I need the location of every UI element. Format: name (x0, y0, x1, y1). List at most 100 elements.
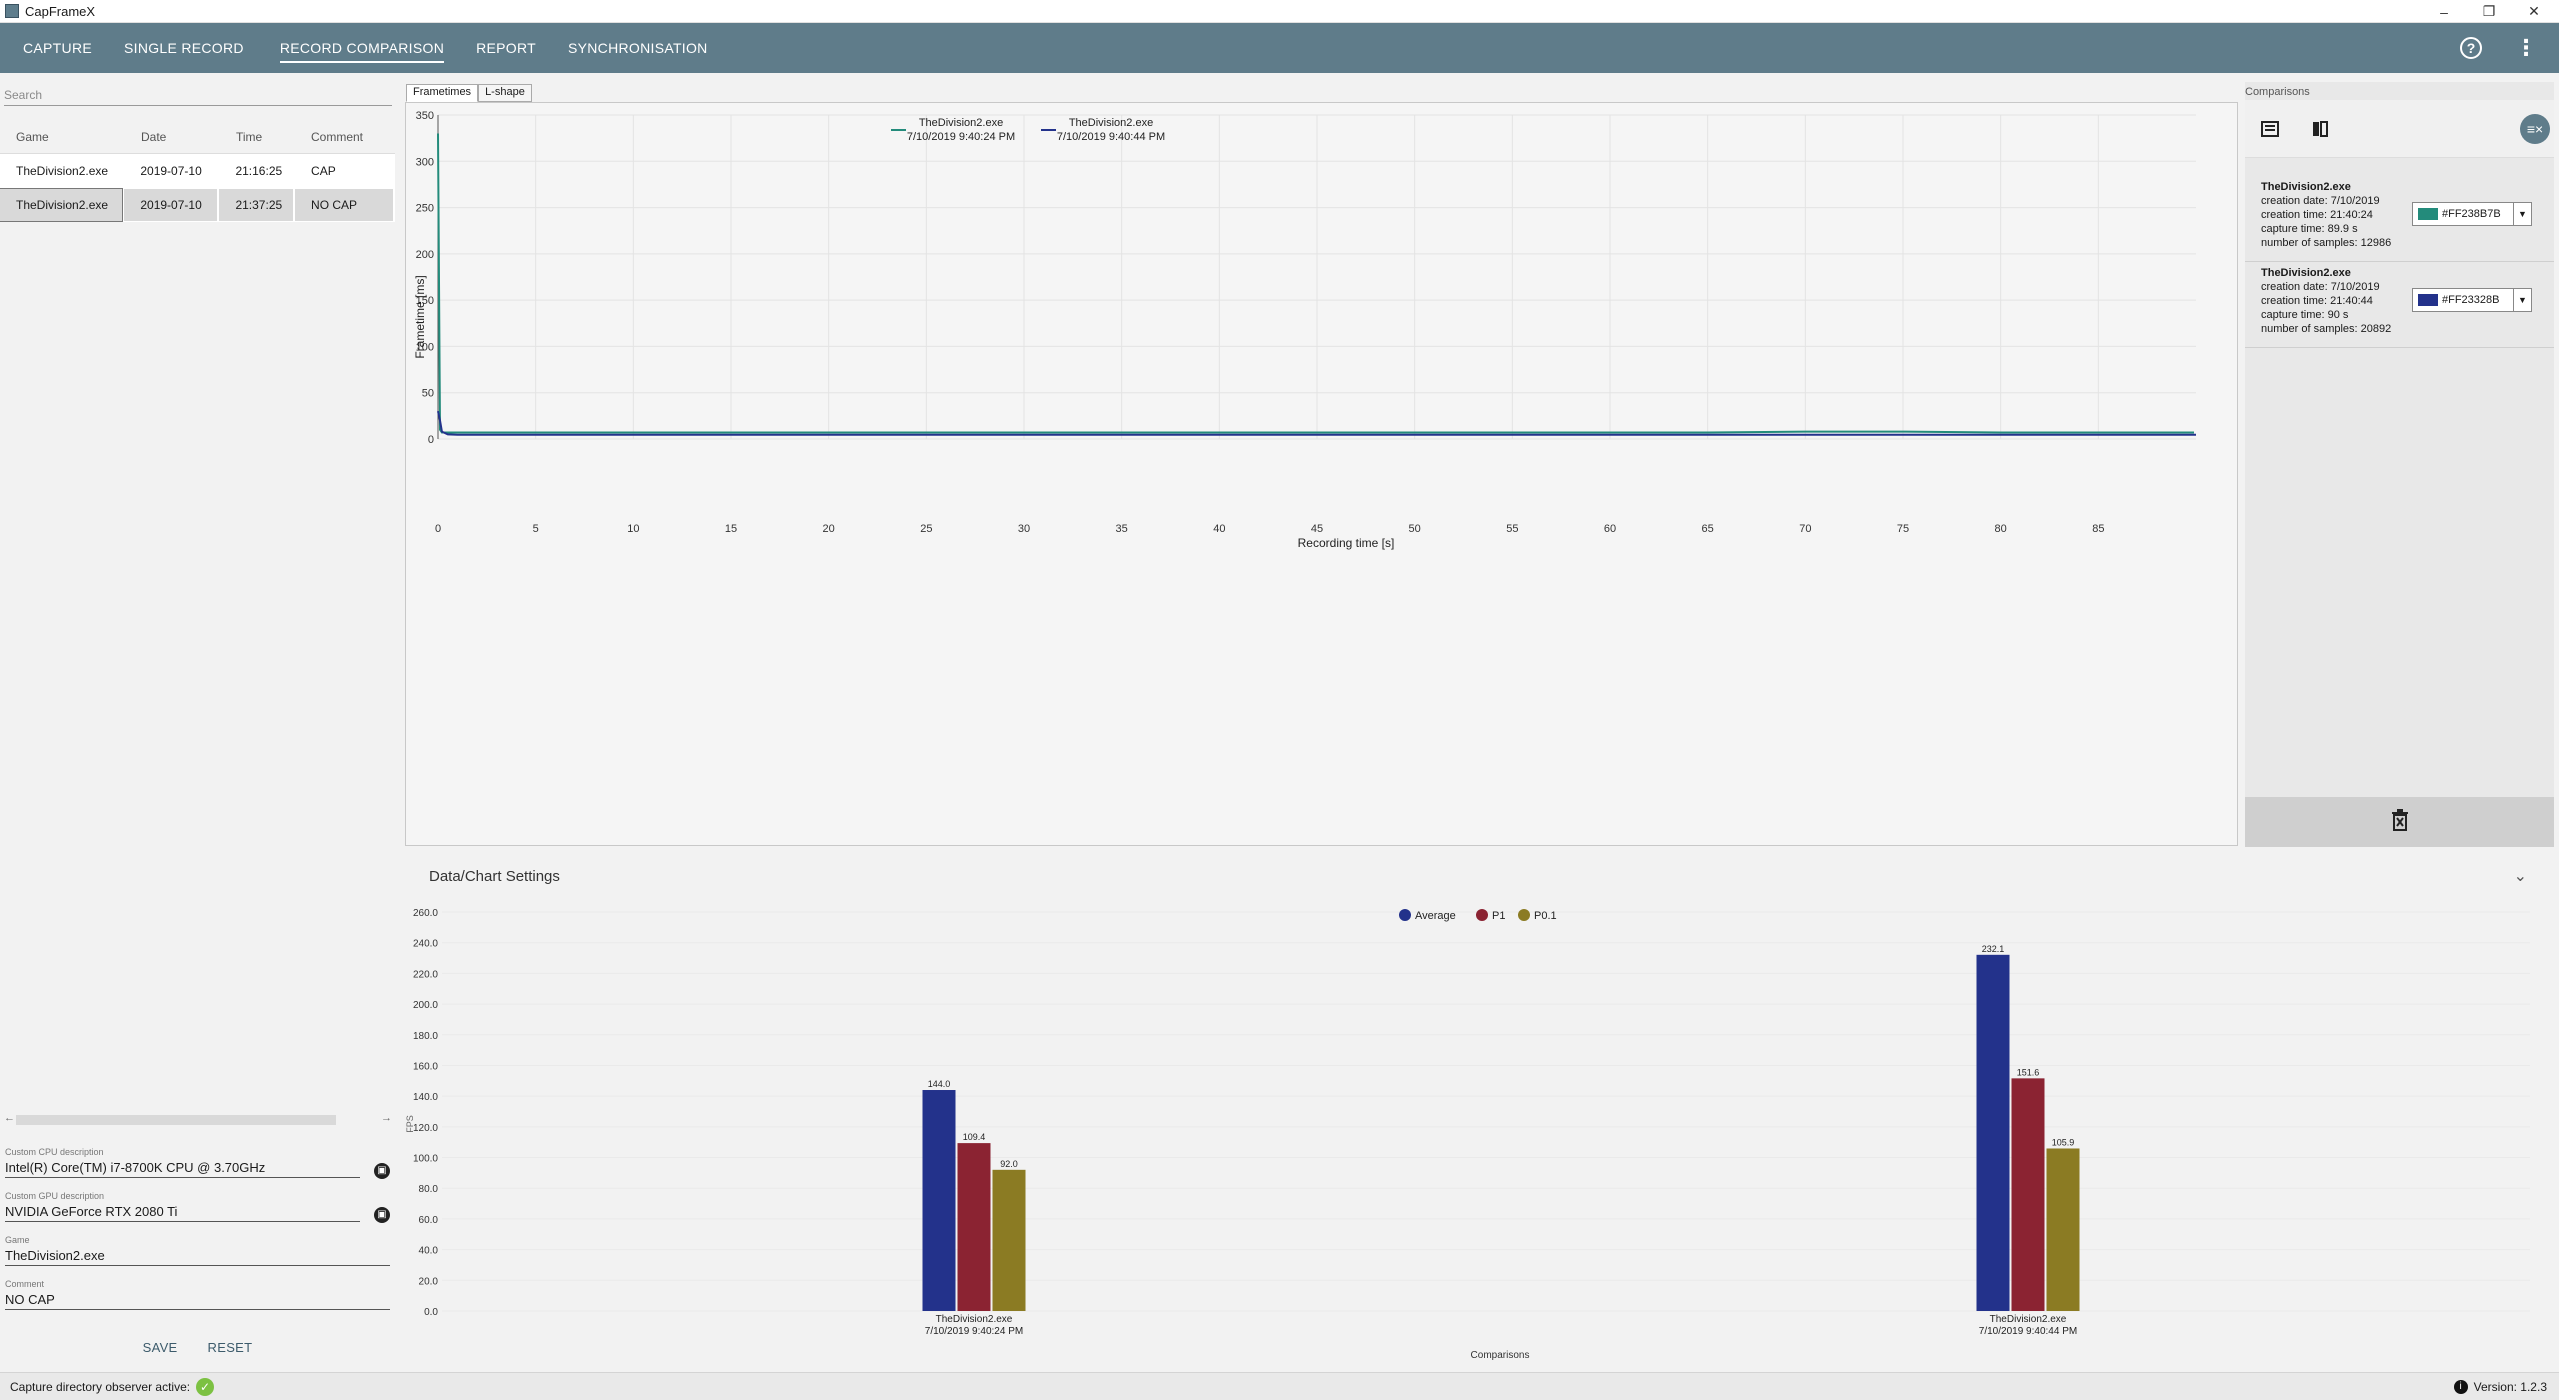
bar-value-label: 144.0 (928, 1079, 951, 1089)
x-axis-label: Comparisons (1471, 1350, 1530, 1361)
legend-label: TheDivision2.exe (919, 117, 1003, 129)
tab-capture[interactable]: CAPTURE (23, 40, 92, 56)
category-label-date: 7/10/2019 9:40:44 PM (1979, 1326, 2077, 1337)
list-view-icon[interactable] (2259, 118, 2281, 140)
save-button[interactable]: SAVE (142, 1340, 178, 1355)
x-tick-label: 50 (1409, 523, 1421, 535)
main-navigation: CAPTURE SINGLE RECORD RECORD COMPARISON … (0, 23, 2559, 73)
cpu-description-field: Custom CPU description Intel(R) Core(TM)… (5, 1147, 390, 1179)
x-tick-label: 65 (1702, 523, 1714, 535)
legend-label-date: 7/10/2019 9:40:44 PM (1057, 131, 1165, 143)
comparison-item: TheDivision2.exe creation date: 7/10/201… (2245, 176, 2554, 262)
x-tick-label: 10 (627, 523, 639, 535)
y-tick-label: 60.0 (419, 1215, 439, 1226)
category-label: TheDivision2.exe (1990, 1314, 2067, 1325)
y-tick-label: 300 (416, 156, 434, 168)
color-swatch (2418, 294, 2438, 306)
x-tick-label: 75 (1897, 523, 1909, 535)
clear-comparisons-button[interactable]: ≡× (2520, 114, 2550, 144)
bar-value-label: 151.6 (2017, 1067, 2040, 1077)
y-tick-label: 50 (422, 388, 434, 400)
color-picker[interactable]: #FF23328B ▼ (2412, 288, 2532, 312)
x-tick-label: 85 (2092, 523, 2104, 535)
tab-report[interactable]: REPORT (476, 40, 536, 56)
gpu-description-field: Custom GPU description NVIDIA GeForce RT… (5, 1191, 390, 1223)
category-label-date: 7/10/2019 9:40:24 PM (925, 1326, 1023, 1337)
tab-l-shape[interactable]: L-shape (478, 84, 532, 102)
help-icon[interactable]: ? (2456, 23, 2486, 73)
comparison-creation-date: creation date: 7/10/2019 (2261, 195, 2380, 207)
bar-value-label: 232.1 (1982, 944, 2005, 954)
comparison-game: TheDivision2.exe (2261, 267, 2351, 279)
table-row-selected[interactable]: TheDivision2.exe 2019-07-10 21:37:25 NO … (0, 188, 395, 222)
scroll-left-icon[interactable]: ← (4, 1112, 15, 1124)
minimize-button[interactable]: – (2440, 3, 2448, 20)
game-input[interactable]: TheDivision2.exe (5, 1245, 390, 1266)
column-header-comment[interactable]: Comment (311, 129, 364, 144)
y-tick-label: 260.0 (413, 908, 438, 919)
gpu-description-label: Custom GPU description (5, 1191, 105, 1201)
chevron-down-icon[interactable]: ▼ (2513, 203, 2531, 225)
records-table: Game Date Time Comment TheDivision2.exe … (0, 120, 395, 222)
column-header-game[interactable]: Game (16, 129, 49, 144)
table-row[interactable]: TheDivision2.exe 2019-07-10 21:16:25 CAP (0, 154, 395, 188)
series-line-2 (437, 410, 2196, 436)
comment-input[interactable]: NO CAP (5, 1289, 390, 1310)
cell-date: 2019-07-10 (124, 189, 218, 221)
y-tick-label: 80.0 (419, 1184, 439, 1195)
x-tick-label: 40 (1213, 523, 1225, 535)
x-tick-label: 30 (1018, 523, 1030, 535)
frametime-chart: 0 5 10 15 20 25 30 35 40 45 50 55 60 65 70 75 80 85 0 50 100… (405, 102, 2238, 846)
frametime-chart-svg: 0 5 10 15 20 25 30 35 40 45 50 55 60 65 70 75 80 85 0 50 100… (413, 110, 2196, 550)
search-input[interactable]: Search (4, 84, 392, 106)
cell-comment: CAP (311, 164, 336, 178)
window-titlebar: CapFrameX – ❐ ✕ (0, 0, 2559, 23)
column-header-time[interactable]: Time (236, 129, 263, 144)
bar-value-label: 92.0 (1000, 1159, 1018, 1169)
color-value: #FF23328B (2442, 294, 2500, 306)
version-text: Version: 1.2.3 (2473, 1379, 2547, 1394)
cell-game: TheDivision2.exe (0, 188, 124, 222)
status-bar: Capture directory observer active: ✓ i V… (0, 1372, 2559, 1400)
tab-record-comparison[interactable]: RECORD COMPARISON (264, 23, 460, 73)
x-tick-label: 35 (1116, 523, 1128, 535)
data-chart-settings-header[interactable]: Data/Chart Settings ⌄ (405, 862, 2535, 892)
horizontal-scrollbar[interactable]: ← → (4, 1112, 392, 1126)
close-button[interactable]: ✕ (2528, 3, 2540, 19)
cpu-description-label: Custom CPU description (5, 1147, 104, 1157)
restore-button[interactable]: ❐ (2482, 3, 2496, 19)
cell-comment: NO CAP (295, 189, 393, 221)
comparisons-title: Comparisons (2245, 86, 2310, 98)
chevron-down-icon[interactable]: ⌄ (2513, 868, 2527, 885)
trash-icon[interactable] (2391, 808, 2409, 836)
reset-button[interactable]: RESET (207, 1340, 253, 1355)
svg-text:?: ? (2467, 40, 2476, 56)
tab-frametimes[interactable]: Frametimes (406, 84, 479, 102)
comparisons-panel: Comparisons ≡× TheDivision2.exe creation… (2245, 82, 2554, 847)
bar-p01 (992, 1169, 1026, 1311)
cpu-description-input[interactable]: Intel(R) Core(TM) i7-8700K CPU @ 3.70GHz (5, 1157, 360, 1178)
scroll-right-icon[interactable]: → (381, 1112, 392, 1124)
chevron-down-icon[interactable]: ▼ (2513, 289, 2531, 311)
cpu-save-icon[interactable]: ▣ (374, 1163, 390, 1179)
comparisons-toolbar: ≡× (2245, 100, 2554, 158)
gpu-save-icon[interactable]: ▣ (374, 1207, 390, 1223)
compare-icon[interactable] (2309, 118, 2331, 140)
y-tick-label: 0.0 (424, 1307, 438, 1318)
more-menu-icon[interactable]: ⋮ (2515, 35, 2537, 60)
comparison-creation-time: creation time: 21:40:24 (2261, 209, 2373, 221)
legend-label: P1 (1492, 910, 1505, 922)
y-axis-label: FPS (405, 1115, 415, 1133)
color-picker[interactable]: #FF238B7B ▼ (2412, 202, 2532, 226)
y-tick-label: 120.0 (413, 1123, 438, 1134)
info-icon[interactable]: i (2453, 1379, 2468, 1394)
comparison-capture-time: capture time: 90 s (2261, 309, 2349, 321)
gpu-description-input[interactable]: NVIDIA GeForce RTX 2080 Ti (5, 1201, 360, 1222)
scrollbar-thumb[interactable] (16, 1115, 336, 1125)
series-line-1 (437, 133, 2194, 434)
tab-single-record[interactable]: SINGLE RECORD (124, 40, 244, 56)
column-header-date[interactable]: Date (141, 129, 167, 144)
cell-time: 21:37:25 (219, 189, 294, 221)
tab-synchronisation[interactable]: SYNCHRONISATION (568, 40, 708, 56)
category-label: TheDivision2.exe (936, 1314, 1013, 1325)
